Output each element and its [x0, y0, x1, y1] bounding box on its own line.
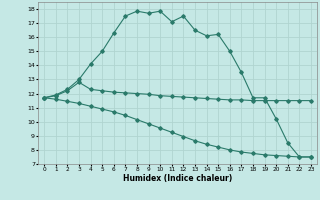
X-axis label: Humidex (Indice chaleur): Humidex (Indice chaleur)	[123, 174, 232, 183]
